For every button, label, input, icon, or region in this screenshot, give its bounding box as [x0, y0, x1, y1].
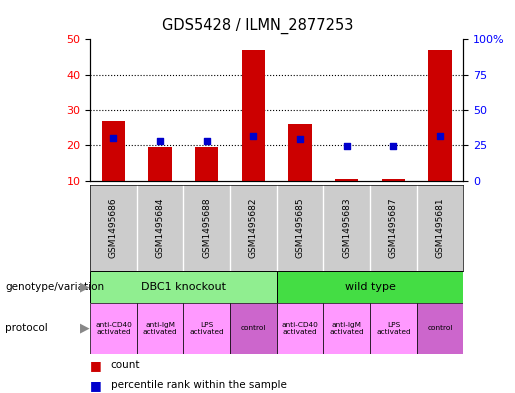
Text: GSM1495684: GSM1495684 — [156, 198, 165, 258]
Text: count: count — [111, 360, 140, 371]
Point — [203, 138, 211, 144]
FancyBboxPatch shape — [277, 303, 323, 354]
FancyBboxPatch shape — [277, 271, 464, 303]
Point — [436, 132, 444, 139]
Text: anti-IgM
activated: anti-IgM activated — [330, 321, 364, 335]
FancyBboxPatch shape — [370, 303, 417, 354]
FancyBboxPatch shape — [137, 303, 183, 354]
Text: percentile rank within the sample: percentile rank within the sample — [111, 380, 287, 390]
Point — [156, 138, 164, 144]
Bar — [335, 179, 358, 181]
Text: GSM1495682: GSM1495682 — [249, 198, 258, 258]
FancyBboxPatch shape — [323, 303, 370, 354]
Bar — [102, 121, 125, 181]
Bar — [242, 50, 265, 181]
Point — [109, 135, 117, 141]
Text: ▶: ▶ — [80, 280, 90, 294]
Text: ▶: ▶ — [80, 321, 90, 335]
Text: control: control — [427, 325, 453, 331]
Text: GSM1495687: GSM1495687 — [389, 198, 398, 258]
Point — [389, 143, 398, 149]
Text: anti-IgM
activated: anti-IgM activated — [143, 321, 178, 335]
Text: LPS
activated: LPS activated — [190, 321, 224, 335]
Text: DBC1 knockout: DBC1 knockout — [141, 282, 226, 292]
FancyBboxPatch shape — [90, 303, 137, 354]
FancyBboxPatch shape — [90, 271, 277, 303]
Bar — [288, 124, 312, 181]
Point — [296, 136, 304, 142]
FancyBboxPatch shape — [183, 303, 230, 354]
Text: GSM1495681: GSM1495681 — [436, 198, 444, 258]
Text: genotype/variation: genotype/variation — [5, 282, 104, 292]
Bar — [428, 50, 452, 181]
FancyBboxPatch shape — [417, 303, 464, 354]
Text: ■: ■ — [90, 378, 102, 392]
Text: GSM1495683: GSM1495683 — [342, 198, 351, 258]
Text: ■: ■ — [90, 359, 102, 372]
Point — [249, 132, 258, 139]
Text: GSM1495686: GSM1495686 — [109, 198, 118, 258]
Bar — [148, 147, 172, 181]
FancyBboxPatch shape — [230, 303, 277, 354]
Text: GDS5428 / ILMN_2877253: GDS5428 / ILMN_2877253 — [162, 18, 353, 34]
Point — [342, 143, 351, 149]
Bar — [382, 179, 405, 181]
Text: LPS
activated: LPS activated — [376, 321, 411, 335]
Text: wild type: wild type — [345, 282, 396, 292]
Text: GSM1495688: GSM1495688 — [202, 198, 211, 258]
Text: anti-CD40
activated: anti-CD40 activated — [282, 321, 319, 335]
Text: anti-CD40
activated: anti-CD40 activated — [95, 321, 132, 335]
Text: protocol: protocol — [5, 323, 48, 333]
Bar — [195, 147, 218, 181]
Text: GSM1495685: GSM1495685 — [296, 198, 305, 258]
Text: control: control — [241, 325, 266, 331]
